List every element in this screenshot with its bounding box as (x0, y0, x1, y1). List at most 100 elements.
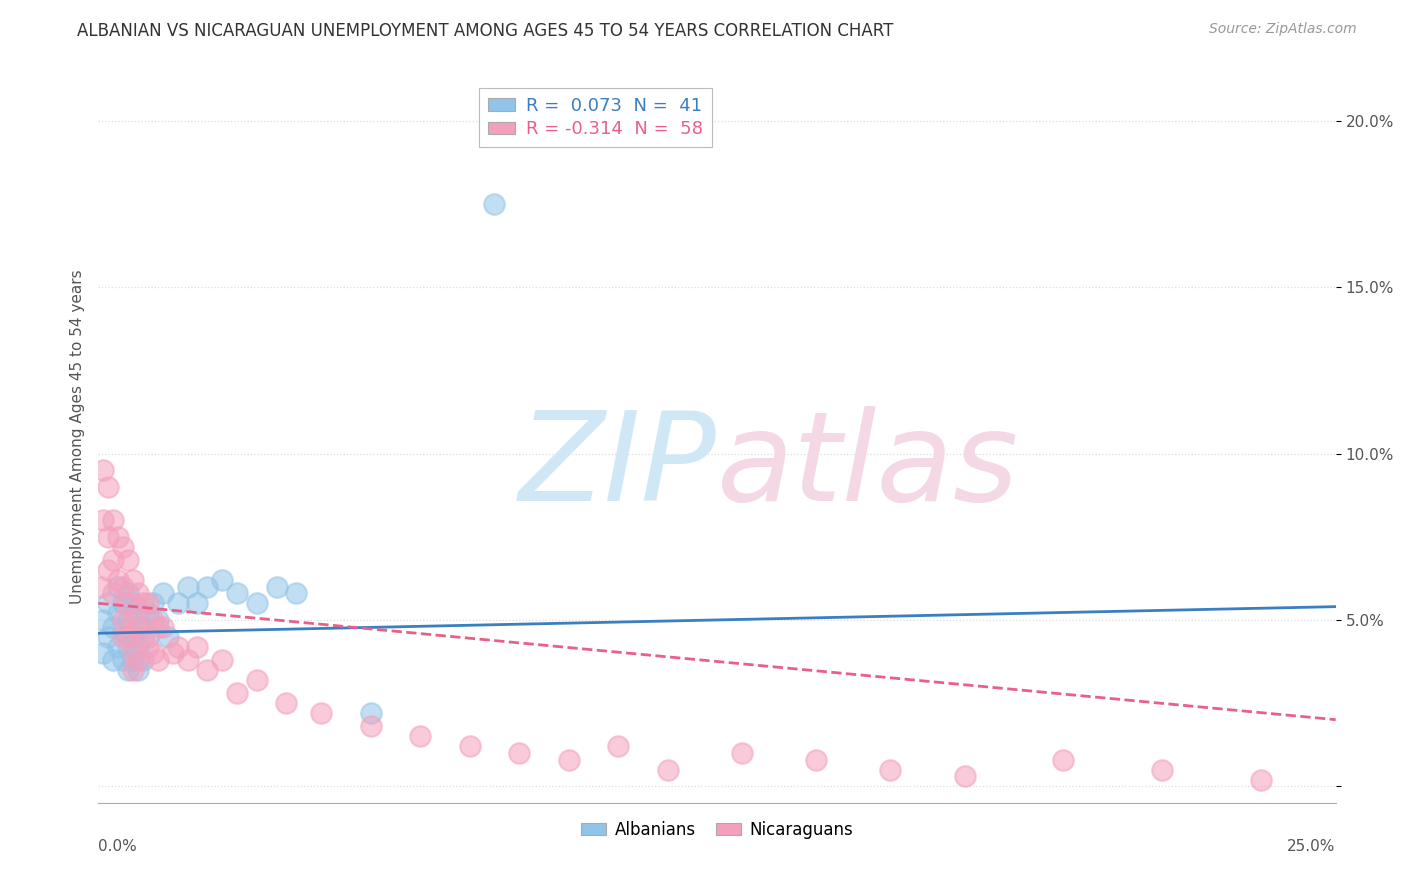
Text: 25.0%: 25.0% (1288, 839, 1336, 855)
Point (186, 640, 208, 654)
Point (117, 586, 139, 600)
Point (122, 573, 145, 587)
Point (285, 586, 308, 600)
Point (132, 619, 155, 633)
Point (226, 586, 249, 600)
Point (122, 630, 145, 644)
Text: 0.0%: 0.0% (98, 839, 138, 855)
Text: atlas: atlas (717, 406, 1019, 527)
Point (409, 729, 432, 743)
Point (127, 663, 149, 677)
Point (107, 580, 129, 594)
Point (246, 673, 269, 687)
Point (122, 663, 145, 677)
Point (360, 706, 382, 720)
Legend: Albanians, Nicaraguans: Albanians, Nicaraguans (575, 814, 859, 846)
Point (117, 663, 139, 677)
Point (127, 607, 149, 621)
Point (117, 553, 139, 567)
Point (195, 580, 218, 594)
Point (731, 746, 754, 760)
Point (97, 596, 120, 610)
Point (1152, 763, 1174, 777)
Point (107, 640, 129, 654)
Point (246, 596, 269, 610)
Point (879, 763, 901, 777)
Point (146, 613, 169, 627)
Point (97, 563, 120, 577)
Point (1250, 772, 1272, 787)
Point (136, 640, 159, 654)
Point (117, 630, 139, 644)
Point (132, 653, 155, 667)
Point (166, 596, 188, 610)
Point (176, 580, 198, 594)
Point (93, 513, 115, 527)
Point (508, 746, 530, 760)
Point (97, 480, 120, 494)
Point (146, 653, 169, 667)
Point (112, 613, 135, 627)
Point (557, 753, 579, 767)
Point (132, 630, 155, 644)
Point (166, 640, 188, 654)
Point (186, 596, 208, 610)
Point (266, 580, 288, 594)
Point (953, 769, 976, 783)
Point (276, 696, 298, 710)
Point (607, 739, 630, 754)
Point (309, 706, 332, 720)
Point (127, 586, 149, 600)
Point (112, 653, 135, 667)
Point (804, 753, 827, 767)
Point (122, 613, 145, 627)
Point (112, 623, 135, 637)
Point (112, 596, 135, 610)
Point (117, 640, 139, 654)
Point (152, 619, 174, 633)
Point (484, 197, 506, 211)
Point (195, 663, 218, 677)
Point (90, 580, 112, 594)
Point (107, 530, 129, 544)
Point (127, 653, 149, 667)
Point (122, 653, 145, 667)
Point (107, 607, 129, 621)
Point (112, 540, 135, 554)
Point (136, 630, 159, 644)
Point (127, 640, 149, 654)
Text: Source: ZipAtlas.com: Source: ZipAtlas.com (1209, 22, 1357, 37)
Point (211, 573, 233, 587)
Point (162, 646, 184, 660)
Point (103, 653, 125, 667)
Point (97, 530, 120, 544)
Point (122, 646, 145, 660)
Point (152, 586, 174, 600)
Point (97, 630, 120, 644)
Point (142, 613, 165, 627)
Point (146, 619, 169, 633)
Point (226, 686, 249, 700)
Point (103, 586, 125, 600)
Point (458, 739, 481, 754)
Point (103, 553, 125, 567)
Point (122, 596, 145, 610)
Point (112, 580, 135, 594)
Point (657, 763, 679, 777)
Point (93, 463, 115, 477)
Point (360, 719, 382, 733)
Point (142, 596, 165, 610)
Text: ZIP: ZIP (519, 406, 717, 527)
Point (136, 607, 159, 621)
Point (176, 653, 198, 667)
Point (127, 619, 149, 633)
Point (132, 596, 155, 610)
Point (136, 596, 159, 610)
Point (142, 646, 165, 660)
Point (93, 613, 115, 627)
Point (112, 630, 135, 644)
Point (117, 596, 139, 610)
Point (211, 653, 233, 667)
Point (117, 613, 139, 627)
Y-axis label: Unemployment Among Ages 45 to 54 years: Unemployment Among Ages 45 to 54 years (69, 269, 84, 605)
